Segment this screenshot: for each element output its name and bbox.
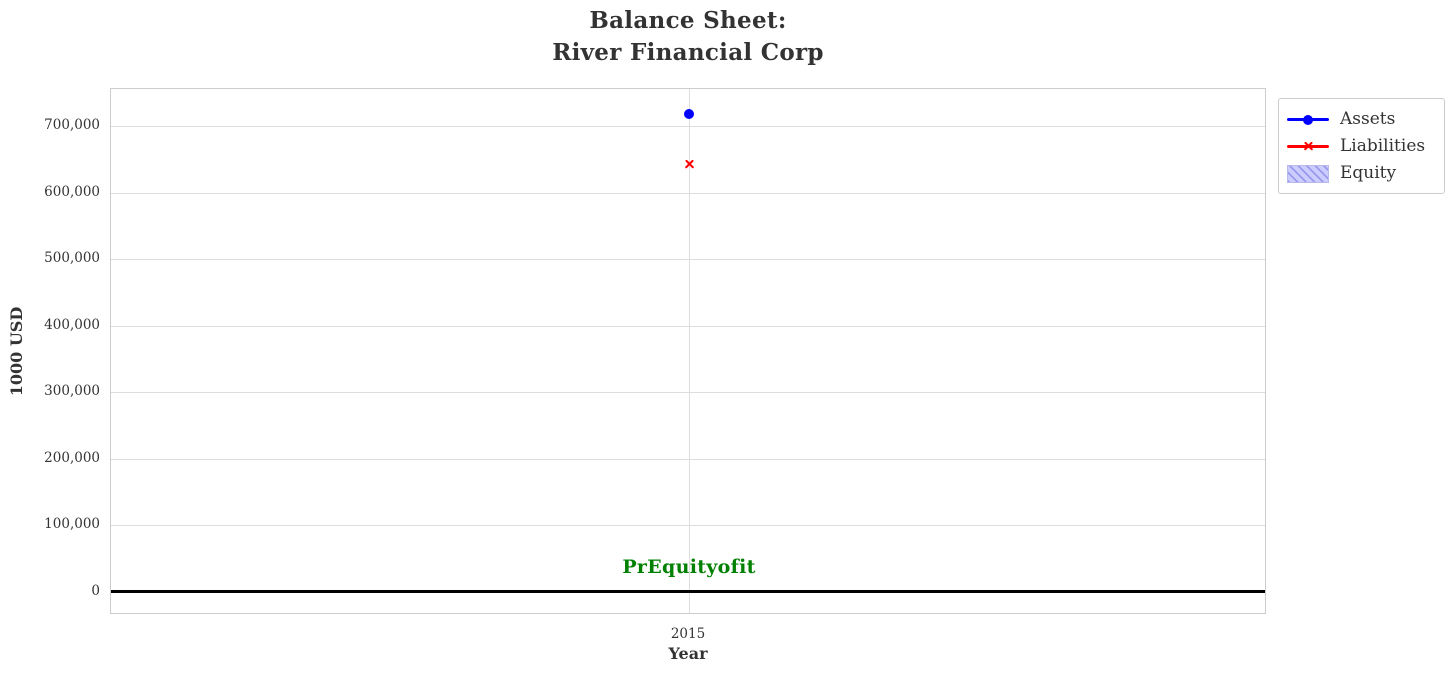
legend-label: Equity xyxy=(1340,163,1397,183)
gridline-horizontal xyxy=(111,525,1265,527)
annotation-text: PrEquityofit xyxy=(622,556,756,579)
legend-x-marker-icon xyxy=(1303,141,1314,152)
y-tick-label: 700,000 xyxy=(44,117,100,134)
y-tick-label: 200,000 xyxy=(44,449,100,466)
legend-entry: Liabilities xyxy=(1287,133,1435,160)
plot-area: PrEquityofit xyxy=(110,88,1266,614)
gridline-horizontal xyxy=(111,325,1265,327)
liabilities-legend-sample xyxy=(1287,138,1329,156)
zero-axis-line xyxy=(111,590,1265,594)
x-tick-label: 2015 xyxy=(670,626,706,642)
equity-legend-sample xyxy=(1287,164,1329,183)
y-tick-label: 0 xyxy=(91,582,100,599)
gridline-vertical xyxy=(689,89,690,613)
gridline-horizontal xyxy=(111,126,1265,128)
y-tick-label: 400,000 xyxy=(44,316,100,333)
legend-label: Assets xyxy=(1340,109,1396,129)
liabilities-data-point xyxy=(684,159,695,170)
gridline-horizontal xyxy=(111,192,1265,194)
legend-hatch-patch-icon xyxy=(1287,164,1329,183)
legend-label: Liabilities xyxy=(1340,136,1426,156)
x-axis-label: Year xyxy=(668,644,708,663)
legend: Assets Liabilities Equity xyxy=(1278,98,1445,194)
y-tick-label: 100,000 xyxy=(44,516,100,533)
y-tick-label: 500,000 xyxy=(44,250,100,267)
legend-circle-marker-icon xyxy=(1303,114,1313,125)
y-tick-label: 600,000 xyxy=(44,183,100,200)
legend-entry: Equity xyxy=(1287,160,1435,187)
legend-entry: Assets xyxy=(1287,106,1435,133)
gridline-horizontal xyxy=(111,458,1265,460)
assets-legend-sample xyxy=(1287,111,1329,129)
assets-data-point xyxy=(684,109,694,120)
chart-title: Balance Sheet: River Financial Corp xyxy=(552,7,824,66)
gridline-horizontal xyxy=(111,259,1265,261)
gridline-horizontal xyxy=(111,392,1265,394)
y-axis-label-wrap: 1000 USD xyxy=(6,88,28,614)
y-tick-label: 300,000 xyxy=(44,383,100,400)
